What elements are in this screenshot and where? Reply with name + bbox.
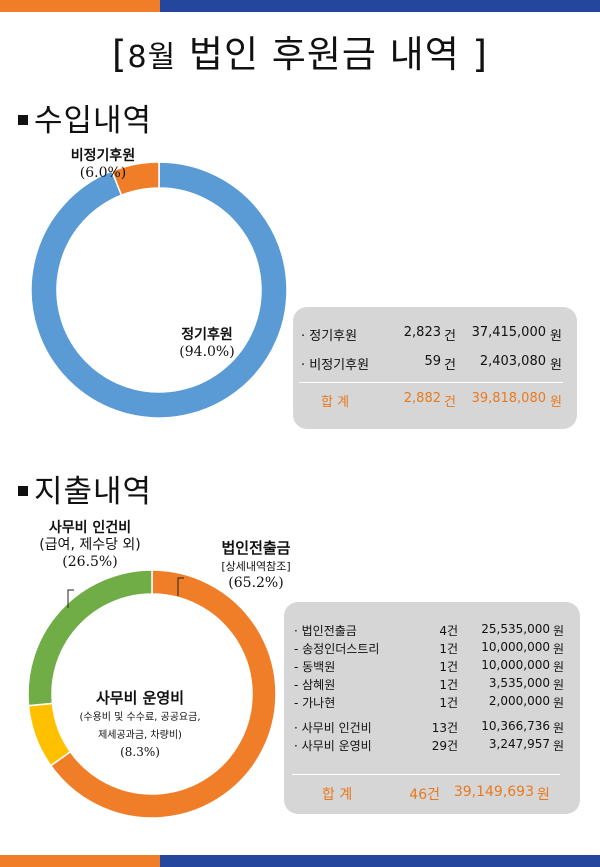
expense-row-amount: 10,000,000	[481, 640, 550, 654]
income-row-irregular-count: 59	[424, 354, 441, 369]
divider	[292, 774, 560, 775]
leader-line	[177, 577, 184, 596]
top-color-bar	[0, 0, 600, 12]
income-total-amount: 39,818,080	[471, 391, 546, 406]
income-row-regular-amount: 37,415,000	[471, 325, 546, 340]
unit: 건	[444, 329, 456, 344]
income-summary-panel: · 정기후원 2,823 건 37,415,000 원 · 비정기후원 59 건…	[293, 307, 577, 429]
expense-row-count: 13건	[431, 721, 458, 735]
unit: 원	[553, 739, 565, 753]
income-total-label: 합 계	[321, 395, 350, 410]
expense-row-count: 29건	[431, 739, 458, 753]
expense-row-count: 4건	[439, 624, 458, 638]
expense-row-count: 1건	[439, 678, 458, 692]
income-row-irregular-amount: 2,403,080	[479, 354, 546, 369]
expense-total-amount: 39,149,693	[453, 784, 534, 800]
income-total-count: 2,882	[403, 391, 441, 406]
label-irregular: 비정기후원 (6.0%)	[70, 148, 136, 181]
label-operation: 사무비 운영비 (수용비 및 수수료, 공공요금, 제세공과금, 차량비) (8.3%…	[79, 689, 201, 760]
income-row-regular-count: 2,823	[403, 325, 441, 340]
bullet-square-icon	[18, 114, 28, 125]
label-regular: 정기후원 (94.0%)	[179, 327, 235, 360]
expense-row-name: - 송정인더스트리	[294, 642, 380, 656]
label-transfer: 법인전출금 [상세내역참조] (65.2%)	[221, 539, 291, 592]
expense-row-amount: 2,000,000	[488, 694, 550, 708]
unit: 원	[553, 678, 565, 692]
divider	[299, 382, 563, 383]
unit: 원	[553, 696, 565, 710]
expense-total-label: 합 계	[322, 787, 353, 803]
expense-row-count: 1건	[439, 642, 458, 656]
leader-line	[67, 589, 74, 608]
expense-heading: 지출내역	[18, 466, 152, 511]
unit: 원	[550, 329, 562, 344]
expense-row-amount: 10,366,736	[481, 719, 550, 733]
expense-row-name: · 사무비 운영비	[294, 739, 372, 753]
unit: 건	[444, 358, 456, 373]
expense-row-name: - 가나현	[294, 696, 336, 710]
expense-row-name: · 법인전출금	[294, 624, 357, 638]
bullet-square-icon	[18, 485, 28, 496]
unit: 원	[553, 660, 565, 674]
unit: 원	[553, 624, 565, 638]
income-row-irregular-name: · 비정기후원	[301, 358, 370, 373]
donut-slice-1	[49, 569, 277, 819]
page-title: [8월 법인 후원금 내역 ]	[112, 33, 488, 76]
expense-row-amount: 3,535,000	[488, 676, 550, 690]
donut-slice-2	[110, 161, 160, 197]
bottom-color-bar	[0, 855, 600, 867]
unit: 원	[553, 642, 565, 656]
label-personnel: 사무비 인건비 (급여, 제수당 외) (26.5%)	[39, 520, 141, 570]
income-row-regular-name: · 정기후원	[301, 329, 358, 344]
expense-row-name: - 삼혜원	[294, 678, 336, 692]
expense-row-amount: 3,247,957	[488, 737, 550, 751]
expense-row-name: - 동백원	[294, 660, 336, 674]
unit: 원	[537, 787, 550, 803]
donut-slice-3	[27, 569, 153, 707]
expense-total-count: 46건	[409, 787, 440, 803]
expense-summary-panel: · 법인전출금 4건 25,535,000 원 - 송정인더스트리 1건 10,000,00…	[284, 602, 580, 814]
unit: 원	[550, 358, 562, 373]
expense-row-amount: 25,535,000	[481, 622, 550, 636]
unit: 건	[444, 395, 456, 410]
expense-row-amount: 10,000,000	[481, 658, 550, 672]
expense-row-count: 1건	[439, 660, 458, 674]
income-heading: 수입내역	[18, 95, 152, 140]
unit: 원	[553, 721, 565, 735]
expense-row-count: 1건	[439, 696, 458, 710]
unit: 원	[550, 395, 562, 410]
donut-slice-1	[30, 161, 288, 419]
expense-row-name: · 사무비 인건비	[294, 721, 372, 735]
